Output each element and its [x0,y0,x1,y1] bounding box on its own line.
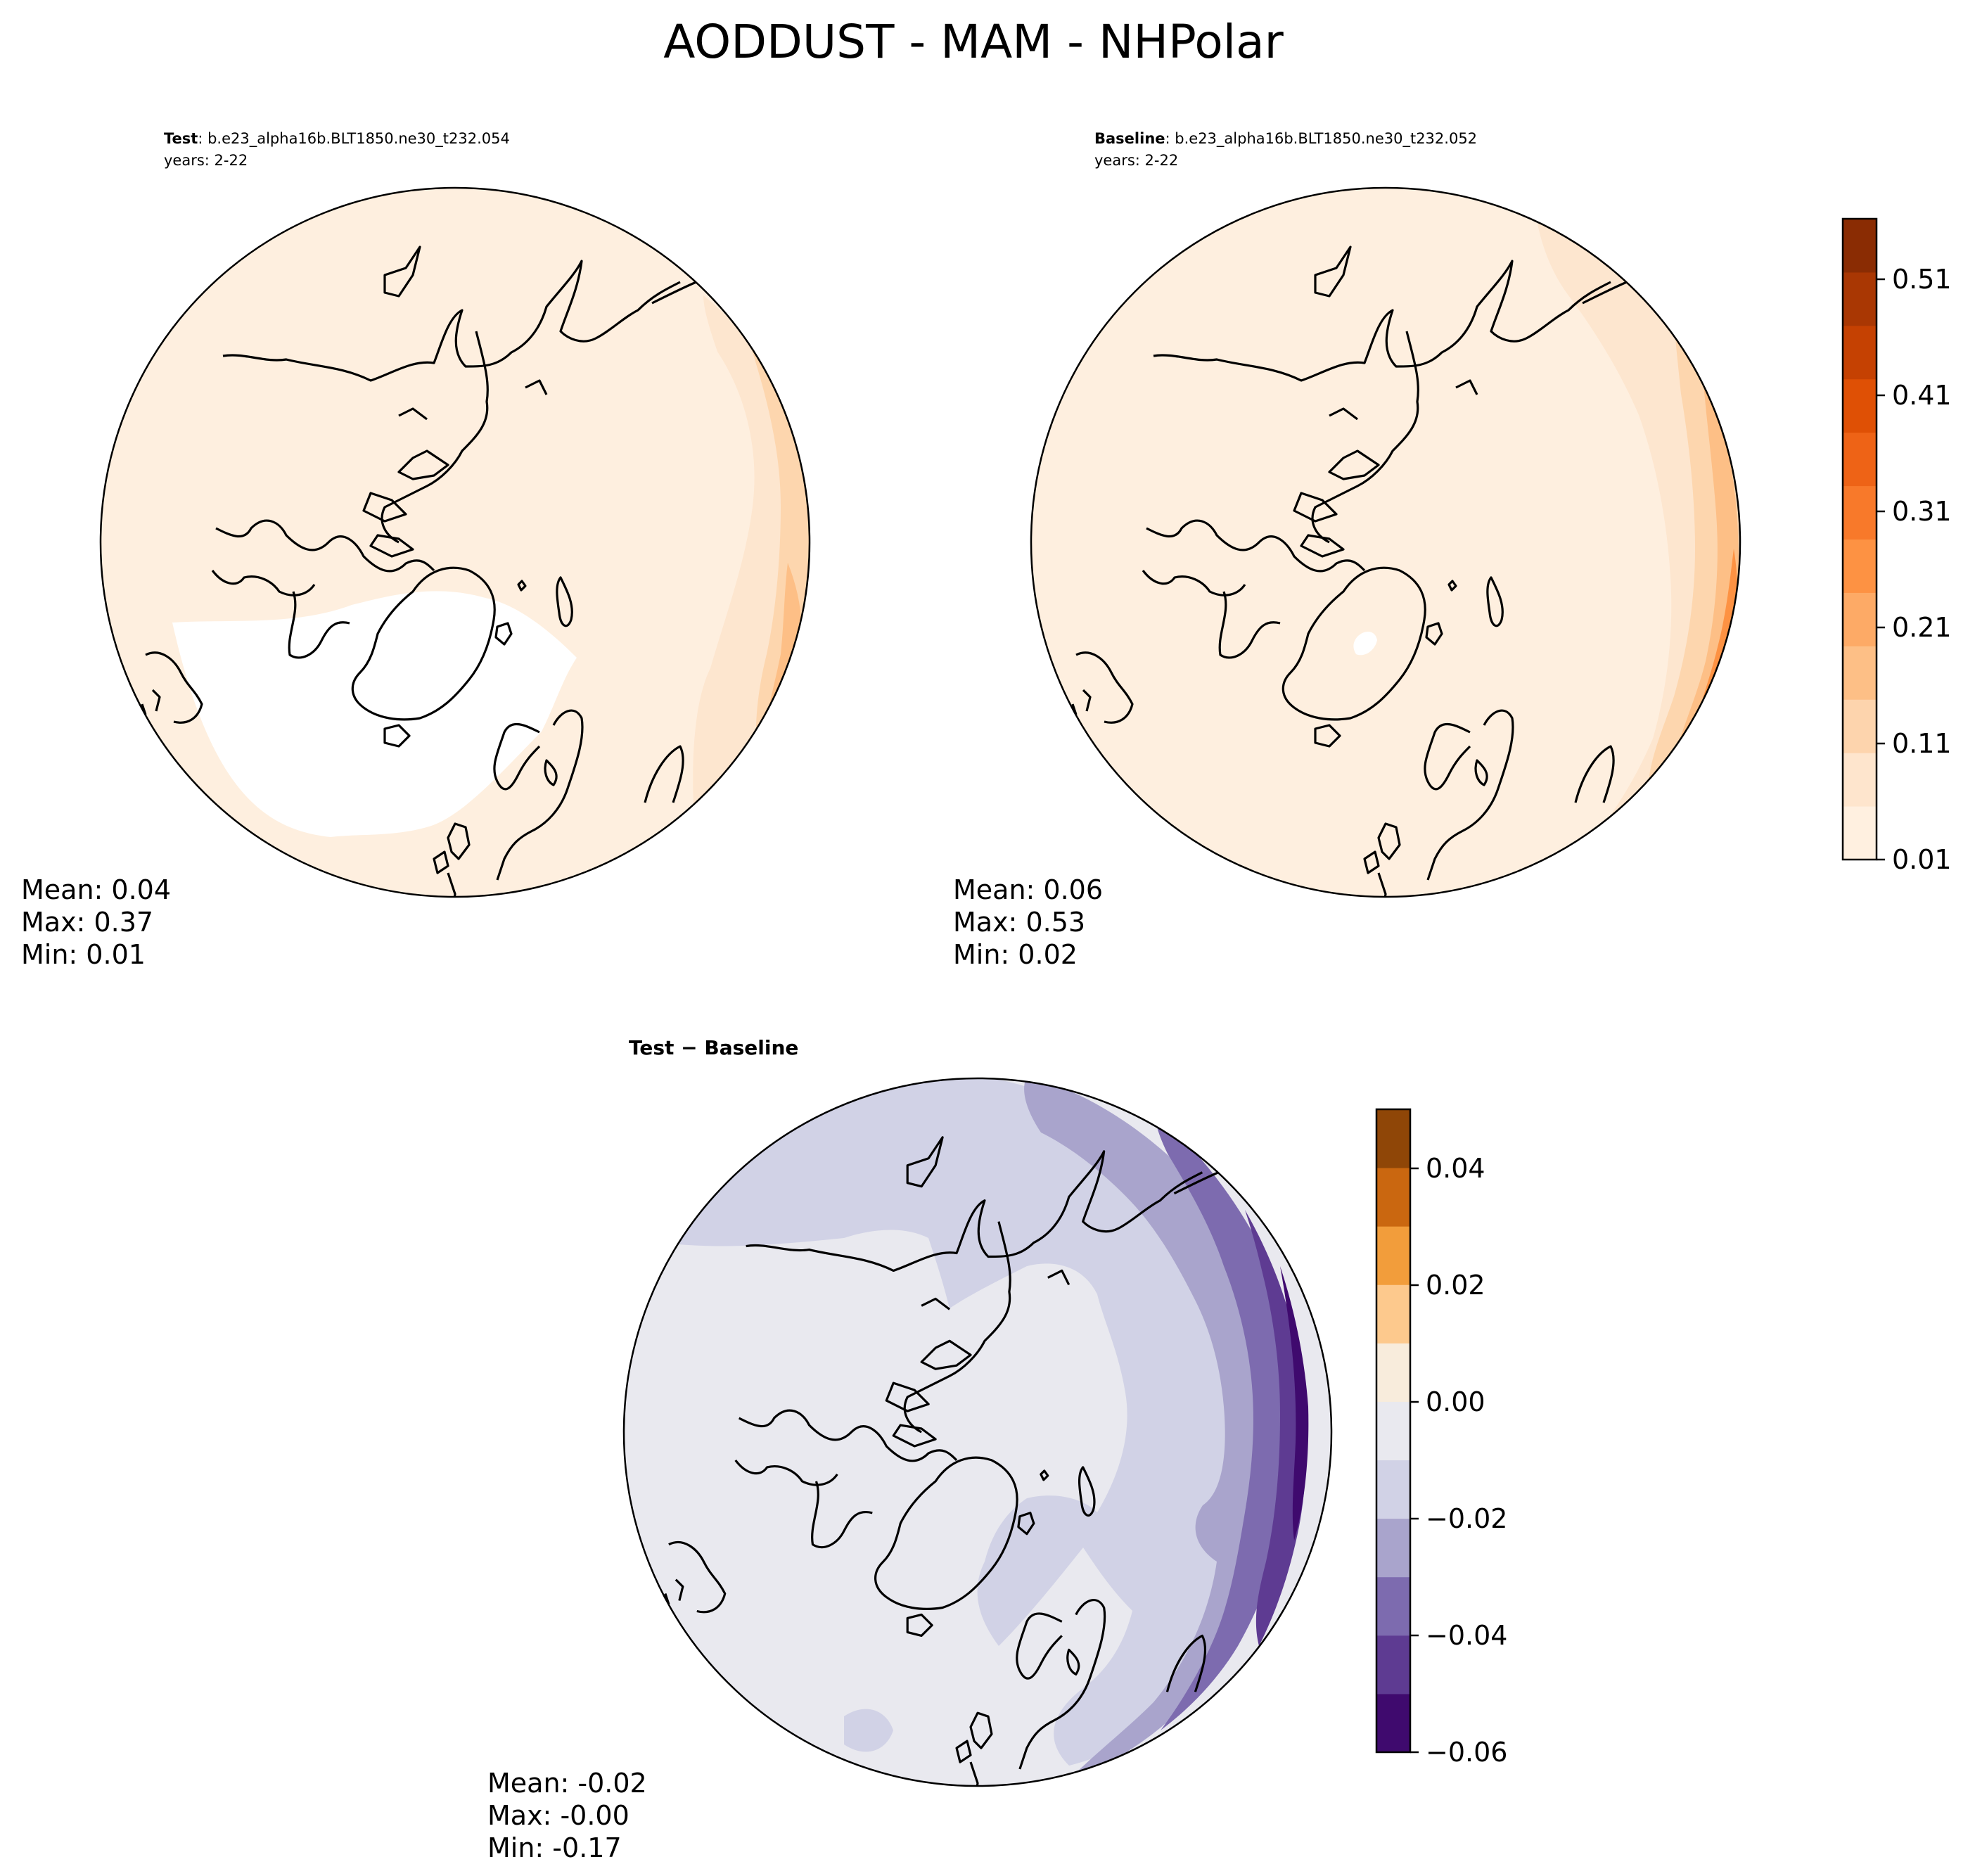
test-mean: Mean: 0.04 [21,874,171,905]
abs-colorbar-segment [1843,485,1877,540]
test-max: Max: 0.37 [21,907,153,938]
abs-colorbar-segment [1843,646,1877,700]
abs-colorbar-tick-label: 0.41 [1892,380,1952,411]
diff-colorbar-segment [1376,1460,1410,1519]
abs-colorbar-tick-label: 0.21 [1892,612,1952,643]
test-map-boundary [99,186,811,898]
test-panel: Test: b.e23_alpha16b.BLT1850.ne30_t232.0… [21,130,811,970]
diff-colorbar-tick-label: 0.04 [1426,1153,1485,1184]
test-case-label: Test: b.e23_alpha16b.BLT1850.ne30_t232.0… [164,130,510,148]
abs-colorbar-segment [1843,539,1877,593]
abs-colorbar-segment [1843,753,1877,807]
test-years-label: years: 2-22 [164,152,248,169]
diff-colorbar-tick-label: −0.04 [1426,1620,1507,1651]
diff-colorbar: −0.06 −0.04 −0.02 0.00 0.02 0.04 [1375,1108,1507,1768]
diff-region-minus-0-05 [1245,1210,1306,1646]
abs-colorbar-segment [1843,219,1877,273]
baseline-map-fill [1031,188,1740,897]
diff-colorbar-segment [1376,1401,1410,1461]
diff-region-minus-0-03 [1024,1078,1281,1780]
abs-colorbar: 0.01 0.11 0.21 0.31 0.41 0.51 [1841,217,1952,875]
diff-colorbar-segment [1376,1109,1410,1168]
baseline-case-label: Baseline: b.e23_alpha16b.BLT1850.ne30_t2… [1094,130,1477,148]
test-label-case: : b.e23_alpha16b.BLT1850.ne30_t232.054 [198,130,510,148]
abs-colorbar-segment [1843,272,1877,326]
diff-colorbar-tick-label: 0.00 [1426,1386,1485,1417]
diff-region-minus-0-01 [633,1078,1275,1766]
baseline-label-case: : b.e23_alpha16b.BLT1850.ne30_t232.052 [1165,130,1478,148]
diff-colorbar-segment [1376,1226,1410,1285]
diff-colorbar-tick-label: −0.06 [1426,1737,1507,1768]
abs-colorbar-segment [1843,592,1877,646]
diff-colorbar-frame [1375,1108,1412,1754]
abs-colorbar-frame [1841,217,1878,861]
diff-colorbar-segment [1376,1635,1410,1695]
test-map [101,188,810,897]
baseline-years-label: years: 2-22 [1094,152,1178,169]
abs-colorbar-tick-label: 0.51 [1892,264,1952,295]
diff-colorbar-segment [1376,1518,1410,1578]
abs-colorbar-tick-label: 0.01 [1892,844,1952,875]
diff-map-boundary [622,1077,1333,1787]
diff-region-minus-0-06 [1280,1266,1309,1540]
diff-map [624,1078,1331,1786]
diff-label: Test − Baseline [629,1036,798,1059]
abs-colorbar-tick-label: 0.31 [1892,496,1952,527]
diff-colorbar-segment [1376,1343,1410,1402]
diff-colorbar-segment [1376,1576,1410,1636]
abs-colorbar-segment [1843,378,1877,433]
baseline-map-boundary [1030,186,1741,898]
baseline-min: Min: 0.02 [953,939,1078,970]
baseline-map [1031,188,1740,897]
diff-colorbar-tick-label: −0.02 [1426,1503,1507,1534]
diff-min: Min: -0.17 [487,1832,622,1863]
figure-title: AODDUST - MAM - NHPolar [663,15,1284,69]
diff-patch-south [844,1709,893,1752]
test-min: Min: 0.01 [21,939,146,970]
abs-colorbar-tick-label: 0.11 [1892,728,1952,759]
diff-colorbar-segment [1376,1693,1410,1753]
test-label-bold: Test [164,130,198,147]
abs-colorbar-segment [1843,806,1877,860]
baseline-low-value-spot [1353,632,1377,656]
diff-mean: Mean: -0.02 [487,1768,647,1799]
diff-colorbar-segment [1376,1168,1410,1227]
abs-colorbar-segment [1843,325,1877,380]
baseline-mean: Mean: 0.06 [953,874,1103,905]
abs-colorbar-segment [1843,432,1877,487]
diff-max: Max: -0.00 [487,1800,629,1831]
baseline-max: Max: 0.53 [953,907,1085,938]
abs-colorbar-segment [1843,699,1877,753]
baseline-label-bold: Baseline [1094,130,1165,147]
baseline-panel: Baseline: b.e23_alpha16b.BLT1850.ne30_t2… [953,130,1741,970]
diff-colorbar-tick-label: 0.02 [1426,1270,1485,1301]
diff-colorbar-segment [1376,1284,1410,1344]
diff-panel: Test − Baseline Mean: -0.02 Max: -0.00 M… [487,1036,1333,1863]
